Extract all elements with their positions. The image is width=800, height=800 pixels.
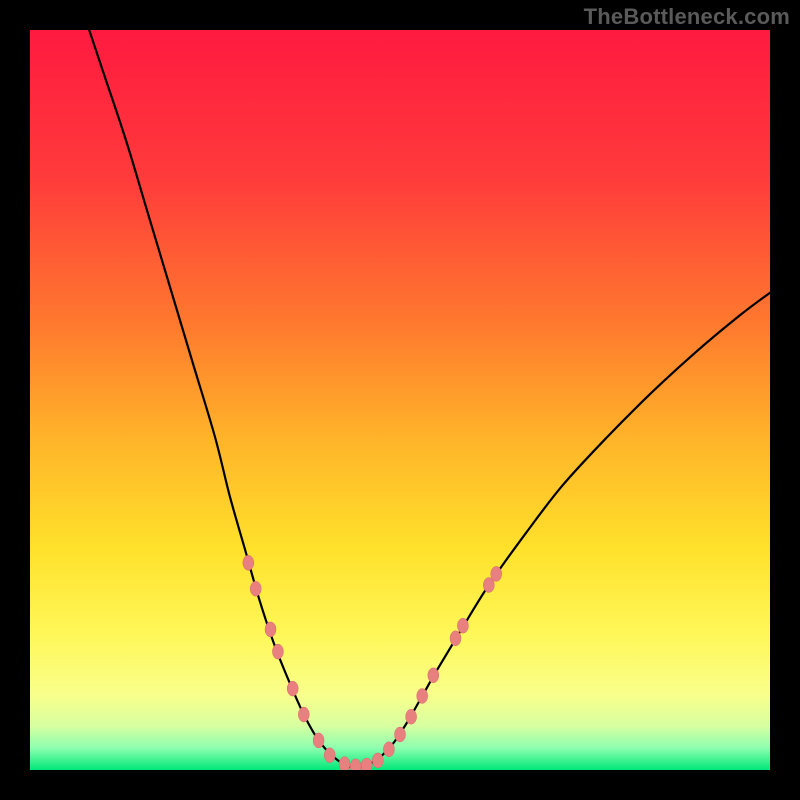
data-marker	[298, 707, 309, 722]
data-marker	[265, 622, 276, 637]
data-marker	[243, 555, 254, 570]
data-marker	[491, 566, 502, 581]
data-marker	[383, 742, 394, 757]
data-marker	[450, 631, 461, 646]
data-marker	[417, 689, 428, 704]
data-marker	[272, 644, 283, 659]
data-marker	[457, 618, 468, 633]
chart-frame: TheBottleneck.com	[0, 0, 800, 800]
plot-svg	[30, 30, 770, 770]
data-marker	[339, 757, 350, 770]
data-marker	[406, 709, 417, 724]
data-marker	[313, 733, 324, 748]
data-marker	[287, 681, 298, 696]
data-marker	[250, 581, 261, 596]
data-marker	[361, 758, 372, 770]
data-marker	[395, 727, 406, 742]
plot-area	[30, 30, 770, 770]
plot-background	[30, 30, 770, 770]
data-marker	[372, 753, 383, 768]
data-marker	[324, 748, 335, 763]
watermark-text: TheBottleneck.com	[584, 4, 790, 30]
data-marker	[428, 668, 439, 683]
